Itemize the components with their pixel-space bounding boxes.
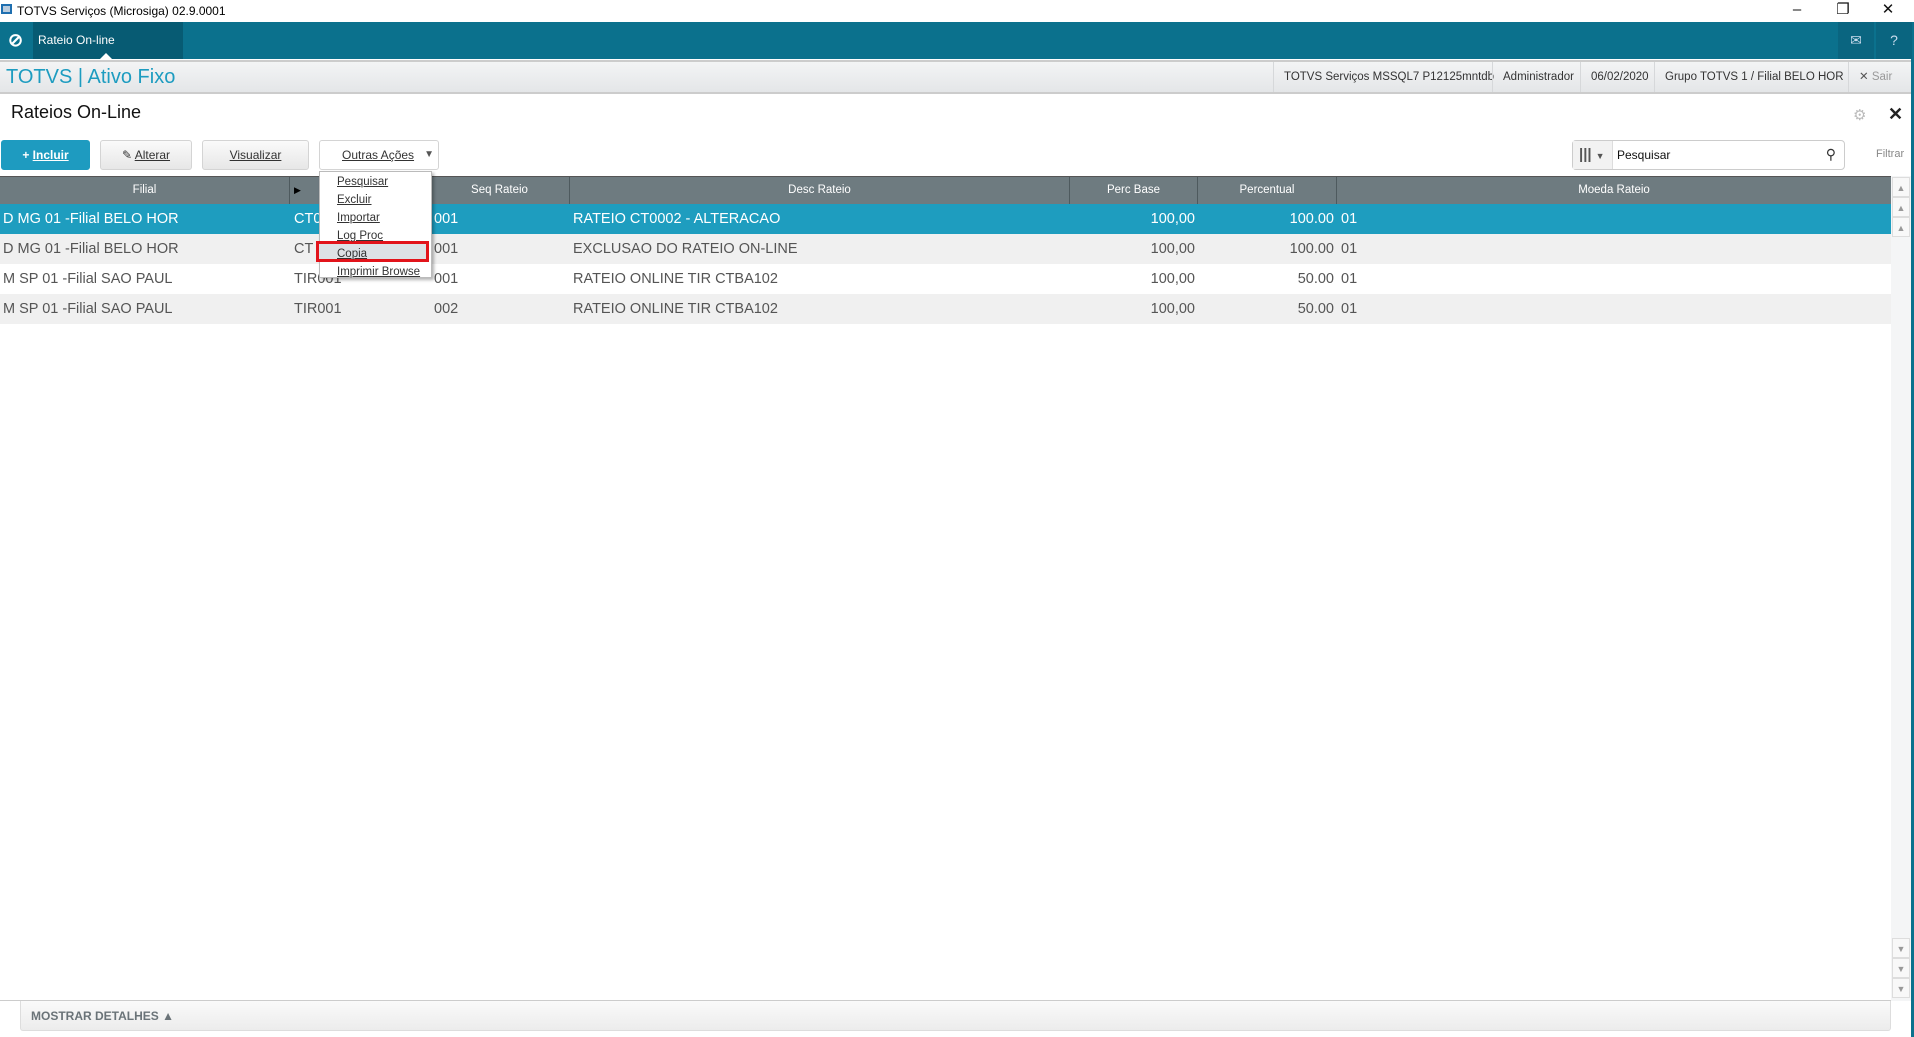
cell-perc-base: 100,00 xyxy=(1150,211,1195,227)
cell-percentual: 50.00 xyxy=(1297,301,1334,317)
help-icon[interactable]: ? xyxy=(1876,22,1912,59)
close-window-button[interactable]: ✕ xyxy=(1881,1,1895,18)
cell-perc-base: 100,00 xyxy=(1150,241,1195,257)
logout-button[interactable]: ✕ Sair xyxy=(1848,62,1902,92)
table-row[interactable]: M SP 01 -Filial SAO PAUL TIR001 002 RATEIO … xyxy=(0,294,1891,324)
cell-seq: 002 xyxy=(434,301,459,317)
visualizar-label: Visualizar xyxy=(229,148,282,162)
chevron-down-icon: ▼ xyxy=(424,149,434,160)
module-brand: TOTVS | Ativo Fixo xyxy=(6,66,176,88)
mail-icon[interactable]: ✉ xyxy=(1838,22,1874,59)
column-header-seq-rateio[interactable]: Seq Rateio xyxy=(430,177,570,204)
scroll-top-icon[interactable]: ▲ xyxy=(1892,177,1910,197)
menu-item-imprimir-browse[interactable]: Imprimir Browse xyxy=(337,266,421,278)
divider xyxy=(0,1000,1891,1001)
table-row[interactable]: D MG 01 -Filial BELO HOR CT0 001 RATEIO CT0… xyxy=(0,204,1891,234)
column-header-percentual[interactable]: Percentual xyxy=(1198,177,1337,204)
mostrar-detalhes-bar[interactable]: MOSTRAR DETALHES ▲ xyxy=(20,1001,1891,1031)
cell-desc: RATEIO ONLINE TIR CTBA102 xyxy=(573,301,778,317)
table-row[interactable]: D MG 01 -Filial BELO HOR CT 001 EXCLUSAO DO… xyxy=(0,234,1891,264)
scroll-page-up-icon[interactable]: ▲ xyxy=(1892,197,1910,217)
cell-filial: D MG 01 -Filial BELO HOR xyxy=(3,211,179,227)
menu-item-log-proc[interactable]: Log Proc xyxy=(337,230,384,242)
pencil-icon: ✎ xyxy=(121,148,133,162)
column-header-desc-rateio[interactable]: Desc Rateio xyxy=(570,177,1070,204)
cell-moeda: 01 xyxy=(1341,211,1358,227)
scroll-up-icon[interactable]: ▲ xyxy=(1892,217,1910,237)
outras-acoes-dropdown[interactable]: Outras Ações ▼ xyxy=(319,140,439,170)
date-info: 06/02/2020 xyxy=(1580,62,1659,92)
close-page-icon[interactable]: ✕ xyxy=(1888,104,1904,124)
column-header-filial[interactable]: Filial xyxy=(0,177,290,204)
table-row[interactable]: M SP 01 -Filial SAO PAUL TIR001 001 RATEIO … xyxy=(0,264,1891,294)
copia-highlight-box xyxy=(316,241,429,262)
menu-item-pesquisar[interactable]: Pesquisar xyxy=(337,176,389,188)
app-icon xyxy=(1,4,12,14)
alterar-label: Alterar xyxy=(134,148,171,162)
page-title: Rateios On-Line xyxy=(11,102,142,122)
tab-rateio-online[interactable]: Rateio On-line [02.9.0001]× xyxy=(33,22,183,83)
columns-selector-icon[interactable]: ||| ▼ xyxy=(1573,141,1613,169)
cell-seq: 001 xyxy=(434,271,459,287)
scroll-bottom-icon[interactable]: ▼ xyxy=(1892,978,1910,998)
menu-item-excluir[interactable]: Excluir xyxy=(337,194,372,206)
cell-percentual: 100.00 xyxy=(1289,241,1334,257)
incluir-label: Incluir xyxy=(32,148,69,162)
table-header: Filial ▶ Seq Rateio Desc Rateio Perc Bas… xyxy=(0,176,1891,204)
logout-label: Sair xyxy=(1871,71,1893,83)
menu-item-importar[interactable]: Importar xyxy=(337,212,380,224)
logout-icon: ✕ xyxy=(1859,71,1869,83)
cell-filial: M SP 01 -Filial SAO PAUL xyxy=(3,301,173,317)
tab-bar: ⊘ Rateio On-line [02.9.0001]× ✉ ? xyxy=(0,22,1914,83)
search-icon[interactable]: ⚲ xyxy=(1825,146,1836,162)
incluir-button[interactable]: + Incluir xyxy=(1,140,90,170)
cell-moeda: 01 xyxy=(1341,301,1358,317)
cell-filial: D MG 01 -Filial BELO HOR xyxy=(3,241,179,257)
filtrar-link[interactable]: Filtrar xyxy=(1876,148,1905,160)
scroll-page-down-icon[interactable]: ▼ xyxy=(1892,958,1910,978)
window-title: TOTVS Serviços (Microsiga) 02.9.0001 xyxy=(17,4,226,18)
window-titlebar: TOTVS Serviços (Microsiga) 02.9.0001 – ❐… xyxy=(0,0,1914,22)
cell-perc-base: 100,00 xyxy=(1150,271,1195,287)
branch-info[interactable]: Grupo TOTVS 1 / Filial BELO HOR xyxy=(1654,62,1854,92)
cell-seq: 001 xyxy=(434,211,459,227)
sort-arrow-icon: ▶ xyxy=(294,185,301,195)
totvs-logo-icon[interactable]: ⊘ xyxy=(7,30,24,50)
cell-percentual: 100.00 xyxy=(1289,211,1334,227)
cell-desc: EXCLUSAO DO RATEIO ON-LINE xyxy=(573,241,798,257)
menu-item-copia[interactable]: Copia xyxy=(337,248,368,260)
cell-codigo: CT0 xyxy=(294,211,322,227)
user-info: Administrador xyxy=(1492,62,1584,92)
module-header: TOTVS | Ativo Fixo TOTVS Serviços MSSQL7… xyxy=(0,60,1914,94)
window-edge xyxy=(1911,59,1914,1037)
settings-gear-icon[interactable]: ⚙ xyxy=(1853,107,1867,124)
cell-percentual: 50.00 xyxy=(1297,271,1334,287)
cell-desc: RATEIO ONLINE TIR CTBA102 xyxy=(573,271,778,287)
cell-moeda: 01 xyxy=(1341,241,1358,257)
cell-filial: M SP 01 -Filial SAO PAUL xyxy=(3,271,173,287)
active-tab-caret-icon xyxy=(100,53,112,59)
restore-button[interactable]: ❐ xyxy=(1836,1,1850,18)
cell-perc-base: 100,00 xyxy=(1150,301,1195,317)
minimize-button[interactable]: – xyxy=(1792,1,1802,18)
scroll-down-icon[interactable]: ▼ xyxy=(1892,938,1910,958)
cell-codigo: TIR001 xyxy=(294,301,342,317)
environment-info: TOTVS Serviços MSSQL7 P12125mntdb xyxy=(1273,62,1504,92)
vertical-scrollbar[interactable]: ▲ ▲ ▲ ▼ ▼ ▼ xyxy=(1891,176,1911,1001)
alterar-button[interactable]: ✎ Alterar xyxy=(100,140,192,170)
mostrar-detalhes-toggle[interactable]: MOSTRAR DETALHES ▲ xyxy=(31,1009,174,1023)
cell-codigo: CT xyxy=(294,241,314,257)
column-header-moeda-rateio[interactable]: Moeda Rateio xyxy=(1578,184,1650,196)
visualizar-button[interactable]: Visualizar xyxy=(202,140,309,170)
column-header-perc-base[interactable]: Perc Base xyxy=(1070,177,1198,204)
outras-acoes-menu: Pesquisar Excluir Importar Log Proc Copi… xyxy=(316,171,432,278)
search-box: |||▼ ⚲ xyxy=(1572,140,1845,170)
cell-seq: 001 xyxy=(434,241,459,257)
cell-desc: RATEIO CT0002 - ALTERACAO xyxy=(573,211,781,227)
cell-moeda: 01 xyxy=(1341,271,1358,287)
search-input[interactable] xyxy=(1617,144,1817,166)
outras-acoes-label: Outras Ações xyxy=(342,148,415,162)
